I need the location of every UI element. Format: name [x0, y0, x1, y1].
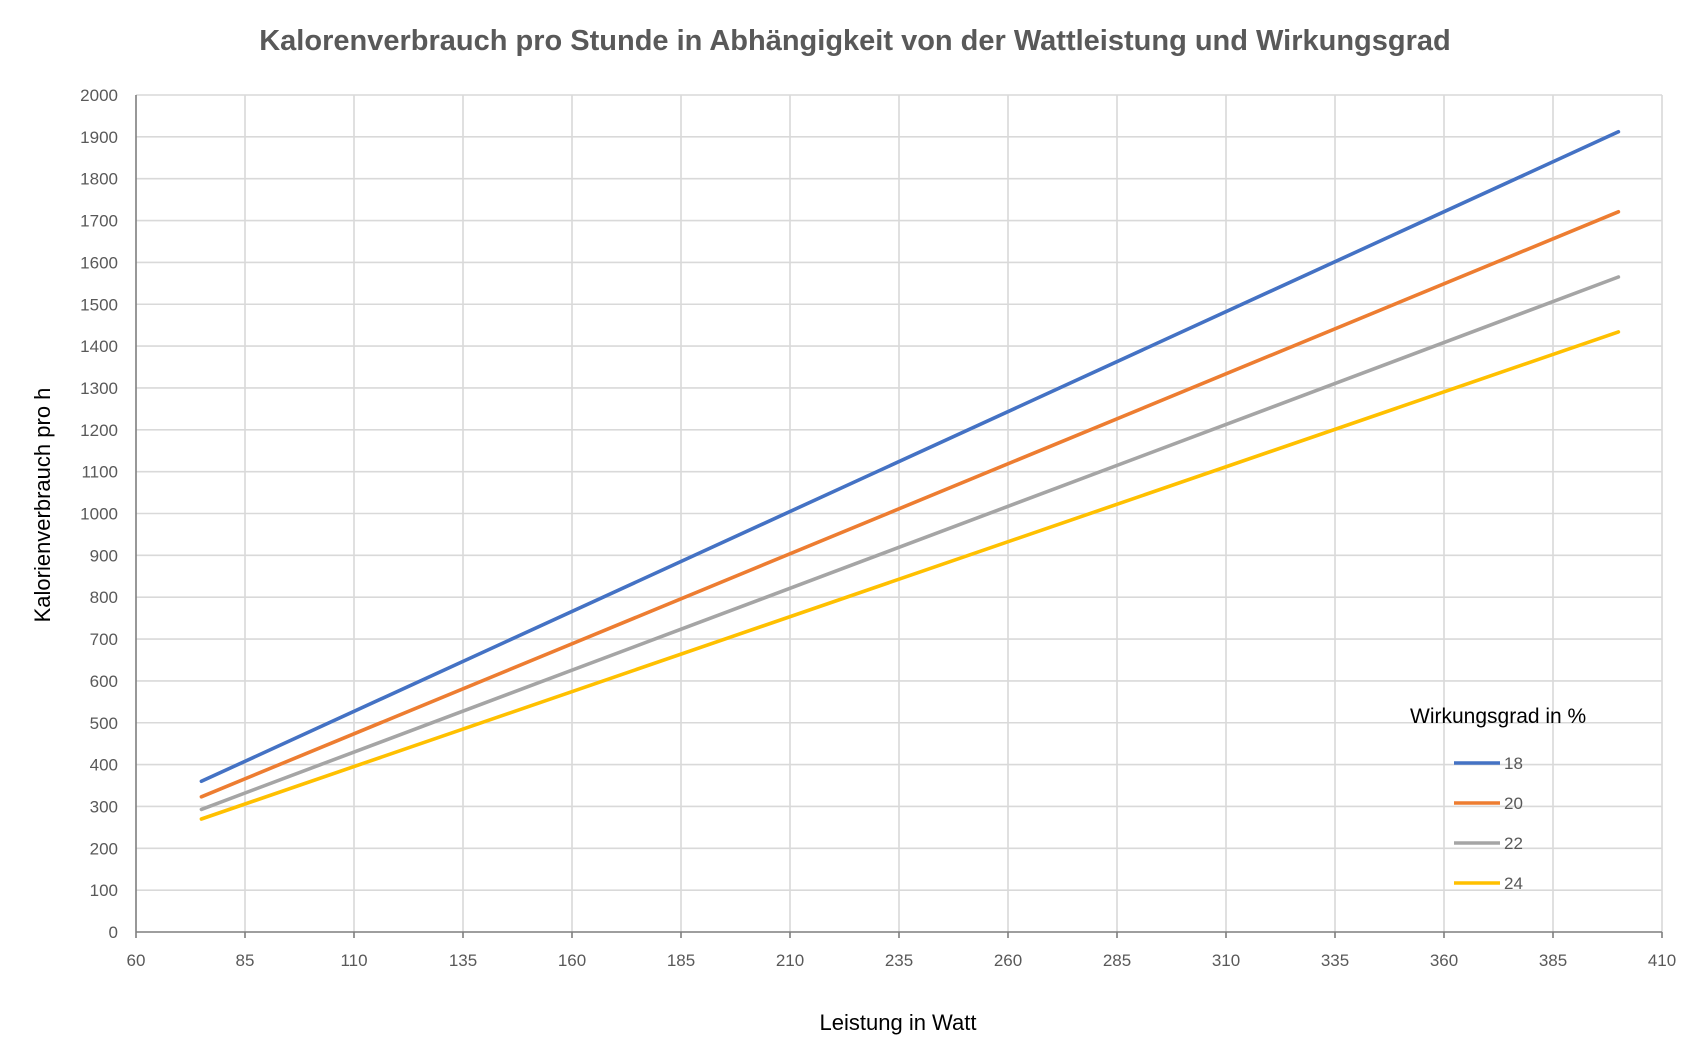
y-axis-title: Kalorienverbrauch pro h [30, 388, 55, 623]
y-tick-label: 100 [90, 881, 118, 900]
y-tick-label: 400 [90, 756, 118, 775]
chart-title: Kalorenverbrauch pro Stunde in Abhängigk… [259, 25, 1451, 57]
series-lines [199, 130, 1621, 821]
grid [136, 94, 1663, 932]
series-line-20 [199, 210, 1621, 799]
y-tick-label: 2000 [80, 86, 118, 105]
y-tick-label: 1600 [80, 253, 118, 272]
x-tick-label: 210 [776, 951, 804, 970]
x-tick-label: 110 [340, 951, 367, 970]
series-line-18 [199, 130, 1621, 784]
x-tick-label: 235 [885, 951, 913, 970]
y-tick-label: 1200 [80, 421, 118, 440]
axes: 0 100 200 300 400 500 600 700 800 900 1000 1100 1200… [80, 86, 1676, 970]
x-tick-label: 185 [667, 951, 695, 970]
y-tick-label: 200 [90, 839, 118, 858]
y-tick-label: 600 [90, 672, 118, 691]
series-line-24 [199, 330, 1621, 821]
x-tick-label: 385 [1539, 951, 1567, 970]
x-tick-label: 310 [1212, 951, 1240, 970]
y-tick-label: 1300 [80, 379, 118, 398]
x-tick-label: 60 [127, 951, 146, 970]
y-tick-label: 1500 [80, 295, 118, 314]
x-axis-title: Leistung in Watt [820, 1010, 977, 1035]
legend-label: 18 [1504, 754, 1523, 773]
x-tick-label: 360 [1430, 951, 1458, 970]
series-line-22 [199, 275, 1621, 812]
x-tick-label: 135 [449, 951, 477, 970]
y-tick-label: 300 [90, 797, 118, 816]
legend-label: 22 [1504, 834, 1523, 853]
legend-label: 24 [1504, 874, 1523, 893]
x-tick-label: 285 [1103, 951, 1131, 970]
y-tick-label: 500 [90, 714, 118, 733]
y-tick-label: 900 [90, 546, 118, 565]
y-tick-label: 1700 [80, 212, 118, 231]
y-tick-label: 1000 [80, 505, 118, 524]
legend: Wirkungsgrad in % 18 20 22 24 [1410, 705, 1586, 893]
y-tick-label: 0 [109, 923, 118, 942]
x-tick-label: 335 [1321, 951, 1349, 970]
y-tick-label: 700 [90, 630, 118, 649]
x-tick-label: 85 [236, 951, 255, 970]
y-tick-label: 1100 [81, 463, 118, 482]
y-tick-label: 800 [90, 588, 118, 607]
x-tick-label: 160 [558, 951, 586, 970]
y-tick-label: 1800 [80, 170, 118, 189]
legend-label: 20 [1504, 794, 1523, 813]
x-tick-label: 410 [1648, 951, 1676, 970]
x-tick-label: 260 [994, 951, 1022, 970]
y-tick-label: 1900 [80, 128, 118, 147]
legend-title: Wirkungsgrad in % [1410, 705, 1586, 728]
y-tick-label: 1400 [80, 337, 118, 356]
